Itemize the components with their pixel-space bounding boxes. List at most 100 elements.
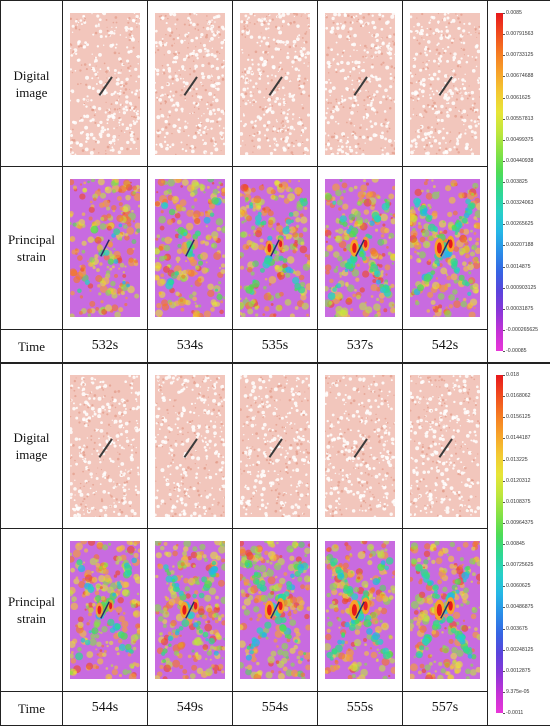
time-value: 549s <box>148 691 233 725</box>
principal-strain-field <box>155 179 225 317</box>
colorbar-tick-mark <box>503 629 505 630</box>
principal-strain-row: Principal strain <box>1 167 550 329</box>
colorbar-tick-mark <box>503 671 505 672</box>
specimen <box>240 375 310 517</box>
colorbar-tick-label: -0.0011 <box>506 710 523 716</box>
digital-image-cell <box>318 363 403 529</box>
colorbar-tick-label: 0.00265625 <box>506 221 533 227</box>
digital-specimen-image <box>410 13 480 155</box>
specimen <box>410 13 480 155</box>
row-label: Time <box>1 691 63 725</box>
colorbar-tick-mark <box>503 13 505 14</box>
colorbar-tick-label: -0.00085 <box>506 348 526 354</box>
principal-strain-field <box>325 179 395 317</box>
specimen <box>410 541 480 679</box>
row-label: Digital image <box>1 1 63 167</box>
colorbar-tick-mark <box>503 438 505 439</box>
colorbar-tick-mark <box>503 523 505 524</box>
colorbar-tick-label: 0.0012875 <box>506 668 531 674</box>
colorbar-tick-label: -0.000265625 <box>506 327 538 333</box>
colorbar-tick-mark <box>503 55 505 56</box>
specimen <box>240 13 310 155</box>
colorbar-tick-mark <box>503 460 505 461</box>
principal-strain-field <box>240 179 310 317</box>
principal-strain-field <box>325 541 395 679</box>
row-label: Digital image <box>1 363 63 529</box>
digital-specimen-image <box>325 375 395 517</box>
colorbar-tick-label: 0.0061625 <box>506 95 531 101</box>
colorbar-tick-label: 0.00440938 <box>506 158 533 164</box>
specimen <box>325 13 395 155</box>
specimen <box>70 375 140 517</box>
colorbar-tick-mark <box>503 76 505 77</box>
time-value: 537s <box>318 329 403 363</box>
colorbar-tick-mark <box>503 607 505 608</box>
colorbar-tick-label: 9.375e-05 <box>506 689 529 695</box>
colorbar-tick-label: 0.018 <box>506 372 519 378</box>
colorbar-tick-mark <box>503 119 505 120</box>
colorbar-tick-label: 0.0156125 <box>506 414 531 420</box>
colorbar-tick-label: 0.003675 <box>506 626 528 632</box>
strain-image-cell <box>63 529 148 691</box>
digital-specimen-image <box>70 13 140 155</box>
colorbar-tick-label: 0.00557813 <box>506 116 533 122</box>
time-value: 535s <box>233 329 318 363</box>
strain-image-cell <box>233 167 318 329</box>
strain-image-cell <box>403 167 488 329</box>
colorbar-tick-mark <box>503 98 505 99</box>
specimen <box>70 13 140 155</box>
colorbar-tick-label: 0.00499375 <box>506 137 533 143</box>
specimen <box>410 375 480 517</box>
colorbar-tick-label: 0.00964375 <box>506 520 533 526</box>
colorbar-tick-mark <box>503 481 505 482</box>
digital-image-cell <box>148 1 233 167</box>
colorbar-tick-label: 0.00207188 <box>506 242 533 248</box>
colorbar-tick-mark <box>503 544 505 545</box>
principal-strain-field <box>70 179 140 317</box>
digital-specimen-image <box>155 13 225 155</box>
colorbar-tick-mark <box>503 692 505 693</box>
digital-image-cell <box>63 1 148 167</box>
principal-strain-field <box>240 541 310 679</box>
colorbar-tick-mark <box>503 396 505 397</box>
specimen <box>70 179 140 317</box>
colorbar-tick-mark <box>503 288 505 289</box>
digital-image-cell <box>403 363 488 529</box>
row-label: Principal strain <box>1 167 63 329</box>
colorbar-tick-label: 0.0108375 <box>506 499 531 505</box>
strain-image-cell <box>403 529 488 691</box>
colorbar-tick-mark <box>503 502 505 503</box>
colorbar-tick-mark <box>503 161 505 162</box>
colorbar-tick-mark <box>503 34 505 35</box>
digital-specimen-image <box>70 375 140 517</box>
strain-image-cell <box>63 167 148 329</box>
colorbar-tick-mark <box>503 586 505 587</box>
principal-strain-field <box>410 541 480 679</box>
colorbar-tick-mark <box>503 140 505 141</box>
colorbar-tick-label: 0.0060625 <box>506 583 531 589</box>
colorbar-tick-mark <box>503 713 505 714</box>
specimen <box>155 179 225 317</box>
colorbar-tick-label: 0.013225 <box>506 457 528 463</box>
digital-image-cell <box>63 363 148 529</box>
colorbar-tick-mark <box>503 417 505 418</box>
colorbar-tick-label: 0.00791563 <box>506 31 533 37</box>
colorbar-tick-label: 0.00324063 <box>506 200 533 206</box>
principal-strain-row: Principal strain <box>1 529 550 691</box>
digital-image-cell <box>233 363 318 529</box>
digital-specimen-image <box>155 375 225 517</box>
colorbar-tick-label: 0.0014875 <box>506 264 531 270</box>
colorbar-gradient <box>496 375 503 713</box>
time-value: 555s <box>318 691 403 725</box>
colorbar-tick-label: 0.00248125 <box>506 647 533 653</box>
principal-strain-field <box>410 179 480 317</box>
colorbar-tick-label: 0.000903125 <box>506 285 536 291</box>
colorbar-tick-label: 0.0144187 <box>506 435 531 441</box>
